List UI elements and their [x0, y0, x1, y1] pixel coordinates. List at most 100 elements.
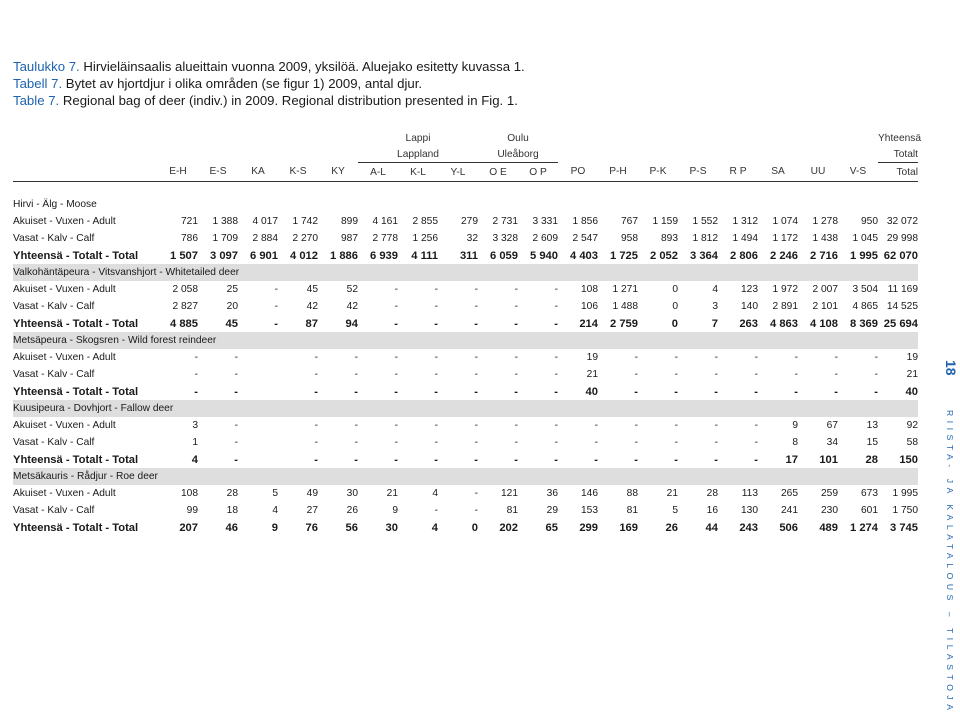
table-cell: 6 901 — [250, 249, 278, 262]
table-cell: - — [514, 352, 518, 363]
table-cell: - — [674, 352, 678, 363]
table-cell: 62 070 — [883, 249, 918, 262]
table-cell: 9 — [271, 521, 278, 534]
table-cell: - — [194, 369, 198, 380]
table-cell: 67 — [826, 420, 838, 431]
table-cell: - — [754, 352, 758, 363]
table-cell: 65 — [545, 521, 558, 534]
group-lappland: Lappland — [358, 146, 478, 163]
table-cell: 2 101 — [812, 301, 839, 312]
table-cell: 106 — [581, 301, 598, 312]
table-cell: 1 552 — [692, 216, 719, 227]
table-cell: 786 — [181, 233, 198, 244]
table-cell: - — [434, 301, 438, 312]
table-cell: 5 940 — [530, 249, 558, 262]
table-cell: 2 058 — [172, 284, 199, 295]
column-header: PO — [558, 162, 598, 182]
table-cell — [238, 434, 278, 451]
table-cell: - — [234, 369, 238, 380]
column-header: A-L — [358, 162, 398, 182]
table-cell: - — [634, 437, 638, 448]
section-title: Metsäkauris - Rådjur - Roe deer — [13, 468, 918, 485]
row-label: Vasat - Kalv - Calf — [13, 233, 95, 244]
table-cell: - — [474, 488, 478, 499]
row-label: Akuiset - Vuxen - Adult — [13, 488, 116, 499]
column-header: R P — [718, 162, 758, 182]
table-cell: 42 — [306, 301, 318, 312]
row-label: Yhteensä - Totalt - Total — [13, 521, 139, 534]
table-cell: 30 — [346, 488, 358, 499]
column-header: KY — [318, 162, 358, 182]
table-cell: 113 — [741, 488, 758, 499]
table-cell: 6 059 — [490, 249, 518, 262]
table-cell: 958 — [621, 233, 638, 244]
table-cell: 1 995 — [892, 488, 919, 499]
table-cell: 26 — [346, 505, 358, 516]
table-cell: 489 — [819, 521, 838, 534]
table-cell: 81 — [506, 505, 518, 516]
group-totalt: Totalt — [878, 146, 918, 163]
table-cell: - — [634, 369, 638, 380]
table-cell: 1 488 — [612, 301, 639, 312]
table-cell: 1 312 — [732, 216, 759, 227]
table-cell: 4 863 — [770, 317, 798, 330]
table-cell: 202 — [499, 521, 518, 534]
table-cell: 3 — [712, 301, 718, 312]
table-cell: 42 — [346, 301, 358, 312]
table-cell: - — [474, 437, 478, 448]
table-cell: 26 — [665, 521, 678, 534]
table-cell: 899 — [341, 216, 358, 227]
table-cell: 150 — [899, 453, 918, 466]
table-cell: - — [474, 505, 478, 516]
table-cell: 4 — [191, 453, 198, 466]
table-cell: - — [234, 352, 238, 363]
table-cell: 2 778 — [372, 233, 399, 244]
table-cell: 1 507 — [170, 249, 198, 262]
column-header: K-L — [398, 162, 438, 182]
caption-finnish: Taulukko 7. Hirvieläinsaalis alueittain … — [13, 59, 525, 74]
table-cell: - — [554, 284, 558, 295]
table-cell: - — [434, 284, 438, 295]
table-cell: - — [514, 301, 518, 312]
header-spacer — [13, 182, 918, 197]
table-cell: 721 — [181, 216, 198, 227]
table-cell: - — [594, 420, 598, 431]
table-cell: 230 — [821, 505, 838, 516]
table-cell: - — [354, 420, 358, 431]
table-cell: - — [714, 420, 718, 431]
caption-swedish: Tabell 7. Bytet av hjortdjur i olika omr… — [13, 76, 423, 91]
table-cell: - — [834, 385, 838, 398]
table-cell: - — [554, 369, 558, 380]
page-number: 18 — [943, 360, 959, 376]
column-header: O P — [518, 162, 558, 182]
table-cell: 2 759 — [610, 317, 638, 330]
table-cell: 130 — [741, 505, 758, 516]
table-row: Vasat - Kalv - Calf 99 18 4 27 26 9 - - 81 29 153 81… — [13, 502, 918, 519]
section-title: Kuusipeura - Dovhjort - Fallow deer — [13, 400, 918, 417]
table-cell: 56 — [345, 521, 358, 534]
row-label: Yhteensä - Totalt - Total — [13, 249, 139, 262]
table-cell: 4 885 — [170, 317, 198, 330]
table-cell: 11 169 — [887, 284, 918, 295]
table-cell: - — [354, 437, 358, 448]
table-cell: 8 — [792, 437, 798, 448]
table-cell: 1 159 — [652, 216, 679, 227]
table-cell: 5 — [272, 488, 278, 499]
table-cell: 4 403 — [570, 249, 598, 262]
group-lappi: Lappi — [405, 132, 431, 144]
table-cell: - — [714, 385, 718, 398]
table-cell: - — [474, 385, 478, 398]
table-cell: - — [474, 420, 478, 431]
table-cell: 146 — [581, 488, 598, 499]
table-cell: 2 891 — [772, 301, 799, 312]
table-cell: - — [874, 385, 878, 398]
table-cell: - — [514, 420, 518, 431]
section-header: Metsäpeura - Skogsren - Wild forest rein… — [13, 332, 918, 349]
table-cell: - — [274, 301, 278, 312]
table-cell: 25 694 — [883, 317, 918, 330]
table-cell: 49 — [306, 488, 318, 499]
table-row: Vasat - Kalv - Calf - - - - - - - - - 21 - - - - - - - 21 — [13, 366, 918, 383]
table-cell: - — [634, 352, 638, 363]
table-cell: - — [834, 352, 838, 363]
